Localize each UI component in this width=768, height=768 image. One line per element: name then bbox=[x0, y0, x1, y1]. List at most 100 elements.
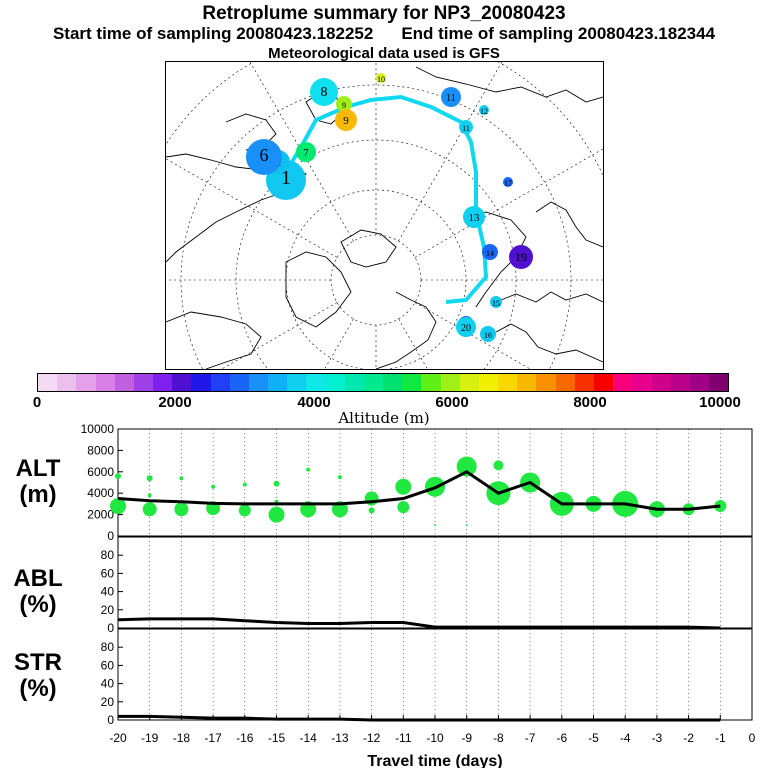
y-tick-label: 60 bbox=[101, 566, 115, 580]
coastline bbox=[340, 229, 397, 268]
x-tick-label: -18 bbox=[173, 731, 191, 745]
colorbar-swatch bbox=[210, 374, 230, 391]
x-tick-label: -3 bbox=[652, 731, 663, 745]
trajectory-day-label: 1 bbox=[281, 167, 291, 189]
altitude-cluster-marker bbox=[273, 480, 280, 487]
trajectory-day-label: 9 bbox=[343, 115, 349, 127]
trajectory-day-label: 12 bbox=[480, 107, 488, 116]
colorbar-swatch bbox=[478, 374, 499, 391]
x-tick-label: -1 bbox=[715, 731, 726, 745]
coastline bbox=[495, 323, 603, 363]
panel-frame bbox=[117, 536, 753, 629]
altitude-cluster-marker bbox=[434, 524, 436, 527]
altitude-cluster-marker bbox=[493, 460, 504, 471]
trajectory-day-label: 11 bbox=[446, 93, 456, 104]
colorbar-swatch bbox=[613, 374, 633, 391]
colorbar-swatch bbox=[689, 374, 710, 391]
colorbar-swatch bbox=[248, 374, 269, 391]
colorbar-swatch bbox=[421, 374, 441, 391]
trajectory-day-label: 20 bbox=[461, 323, 471, 334]
x-tick-label: -4 bbox=[620, 731, 631, 745]
colorbar-swatch bbox=[57, 374, 77, 391]
coastline bbox=[375, 291, 437, 369]
altitude-cluster-marker bbox=[456, 456, 477, 477]
trajectory-day-label: 16 bbox=[484, 331, 492, 340]
str-axis-label: STR (%) bbox=[14, 649, 62, 702]
coastline bbox=[415, 66, 603, 103]
met-data-label: Meteorological data used is GFS bbox=[268, 45, 500, 62]
colorbar-swatch bbox=[306, 374, 326, 391]
colorbar-swatch bbox=[344, 374, 364, 391]
colorbar-swatch bbox=[95, 374, 115, 391]
x-tick-label: -13 bbox=[331, 731, 349, 745]
y-tick-label: 6000 bbox=[87, 465, 114, 479]
y-tick-label: 2000 bbox=[87, 508, 114, 522]
colorbar-swatch bbox=[133, 374, 154, 391]
colorbar-tick: 6000 bbox=[435, 394, 469, 411]
x-tick-label: -11 bbox=[395, 731, 412, 745]
colorbar-swatch bbox=[153, 374, 173, 391]
coastline bbox=[535, 201, 603, 248]
y-tick-label: 0 bbox=[107, 713, 114, 727]
colorbar-swatch bbox=[670, 374, 690, 391]
colorbar-swatch bbox=[402, 374, 422, 391]
trajectory-day-label: 11 bbox=[462, 124, 470, 133]
y-tick-label: 20 bbox=[101, 603, 115, 617]
series-line bbox=[118, 714, 721, 722]
colorbar-tick: 2000 bbox=[158, 394, 192, 411]
trajectory-cluster bbox=[336, 96, 352, 112]
trajectory-cluster bbox=[509, 245, 533, 269]
chart-title: Retroplume summary for NP3_20080423 bbox=[202, 3, 566, 24]
colorbar-swatch bbox=[536, 374, 556, 391]
colorbar-swatch bbox=[383, 374, 403, 391]
trajectory-cluster bbox=[479, 105, 489, 115]
trajectory-cluster bbox=[456, 317, 476, 337]
y-tick-label: 0 bbox=[107, 529, 114, 543]
x-axis-title: Travel time (days) bbox=[367, 753, 502, 768]
altitude-cluster-marker bbox=[179, 476, 184, 481]
colorbar-swatch bbox=[709, 374, 729, 391]
x-tick-label: -10 bbox=[426, 731, 444, 745]
altitude-cluster-marker bbox=[368, 507, 375, 514]
x-tick-label: -16 bbox=[236, 731, 254, 745]
colorbar-swatch bbox=[268, 374, 288, 391]
colorbar-swatch bbox=[172, 374, 192, 391]
retroplume-map: 123567899101111121314151617181920 bbox=[165, 61, 604, 370]
x-tick-label: -14 bbox=[300, 731, 318, 745]
altitude-cluster-marker bbox=[238, 504, 251, 517]
altitude-cluster-marker bbox=[395, 478, 412, 495]
trajectory-cluster bbox=[503, 177, 513, 187]
end-time-label: End time of sampling 20080423.182344 bbox=[401, 24, 716, 43]
colorbar-title: Altitude (m) bbox=[338, 409, 430, 427]
y-tick-label: 80 bbox=[101, 548, 115, 562]
y-tick-label: 40 bbox=[101, 677, 115, 691]
alt-axis-label: ALT (m) bbox=[15, 455, 61, 508]
y-tick-label: 8000 bbox=[87, 443, 114, 457]
trajectory-cluster bbox=[490, 296, 502, 308]
x-tick-label: -2 bbox=[683, 731, 694, 745]
altitude-cluster-marker bbox=[337, 475, 342, 480]
colorbar-swatch bbox=[38, 374, 58, 391]
sampling-times: Start time of sampling 20080423.182252 En… bbox=[0, 24, 768, 44]
trajectory-day-label: 7 bbox=[304, 148, 309, 159]
y-tick-label: 4000 bbox=[87, 486, 114, 500]
altitude-cluster-marker bbox=[306, 467, 311, 472]
trajectory-cluster bbox=[482, 244, 498, 260]
trajectory-day-label: 14 bbox=[486, 249, 494, 258]
trajectory-cluster bbox=[246, 139, 282, 175]
trajectory-day-label: 17 bbox=[504, 179, 512, 188]
series-line bbox=[117, 470, 721, 511]
trajectory-day-label: 13 bbox=[469, 212, 481, 224]
altitude-cluster-marker bbox=[115, 473, 121, 480]
x-tick-label: -6 bbox=[556, 731, 567, 745]
trajectory-cluster bbox=[480, 326, 496, 342]
trajectory-day-label: 15 bbox=[492, 299, 500, 308]
colorbar-swatch bbox=[229, 374, 249, 391]
altitude-cluster-marker bbox=[110, 498, 126, 515]
y-tick-label: 40 bbox=[101, 585, 115, 599]
trajectory-cluster bbox=[335, 109, 357, 131]
x-tick-label: -19 bbox=[141, 731, 159, 745]
x-tick-label: -8 bbox=[493, 731, 504, 745]
colorbar-tick: 4000 bbox=[297, 394, 331, 411]
